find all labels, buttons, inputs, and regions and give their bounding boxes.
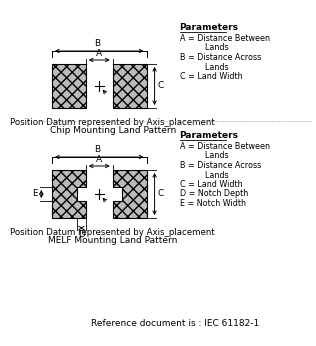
- Polygon shape: [113, 170, 147, 218]
- Text: Lands: Lands: [179, 171, 228, 180]
- Text: D = Notch Depth: D = Notch Depth: [179, 190, 248, 199]
- Text: B = Distance Across: B = Distance Across: [179, 161, 261, 170]
- Bar: [52, 64, 86, 108]
- Text: D: D: [78, 230, 85, 239]
- Text: Position Datum represented by Axis_placement: Position Datum represented by Axis_place…: [10, 118, 215, 127]
- Text: C: C: [157, 82, 163, 91]
- Text: Lands: Lands: [179, 44, 228, 53]
- Polygon shape: [52, 170, 86, 218]
- Text: Lands: Lands: [179, 63, 228, 72]
- Text: A: A: [96, 155, 102, 164]
- Text: B = Distance Across: B = Distance Across: [179, 53, 261, 62]
- Text: C: C: [157, 190, 163, 199]
- Text: Parameters: Parameters: [179, 23, 239, 32]
- Text: C = Land Width: C = Land Width: [179, 180, 242, 189]
- Text: A = Distance Between: A = Distance Between: [179, 34, 270, 43]
- Text: A = Distance Between: A = Distance Between: [179, 142, 270, 151]
- Text: B: B: [94, 39, 100, 48]
- Text: Chip Mounting Land Pattern: Chip Mounting Land Pattern: [50, 126, 176, 135]
- Text: B: B: [94, 145, 100, 154]
- Text: Position Datum represented by Axis_placement: Position Datum represented by Axis_place…: [10, 228, 215, 237]
- Text: MELF Mounting Land Pattern: MELF Mounting Land Pattern: [48, 236, 177, 245]
- Text: Lands: Lands: [179, 152, 228, 161]
- Text: Parameters: Parameters: [179, 131, 239, 140]
- Text: A: A: [96, 49, 102, 58]
- Text: C = Land Width: C = Land Width: [179, 72, 242, 81]
- Text: E: E: [33, 190, 38, 199]
- Bar: [113, 64, 147, 108]
- Text: Reference document is : IEC 61182-1: Reference document is : IEC 61182-1: [91, 319, 259, 328]
- Text: E = Notch Width: E = Notch Width: [179, 199, 246, 208]
